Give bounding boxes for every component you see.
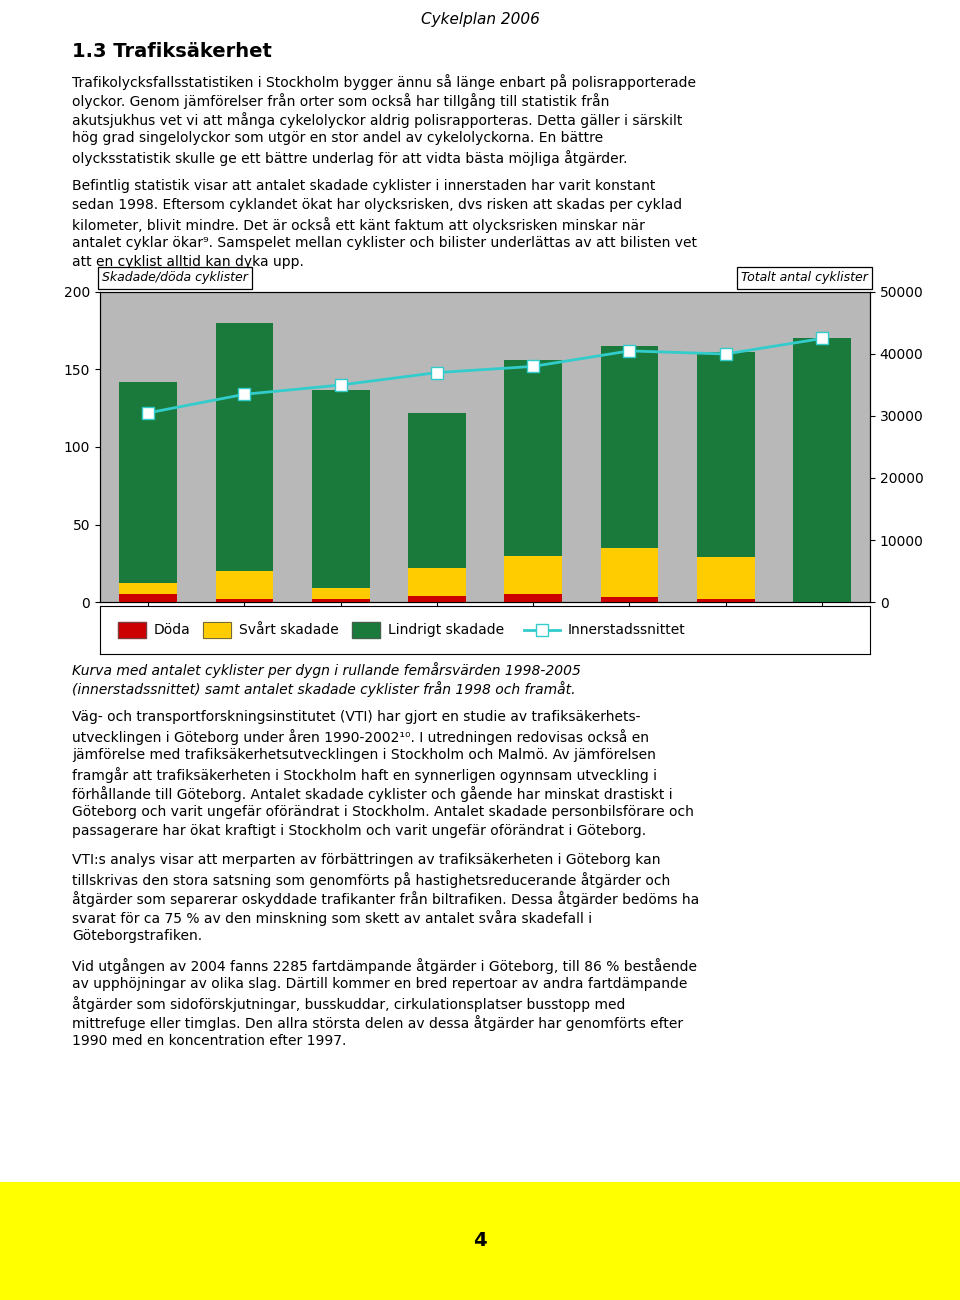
Text: att en cyklist alltid kan dyka upp.: att en cyklist alltid kan dyka upp. xyxy=(72,255,304,269)
Text: Väg- och transportforskningsinstitutet (VTI) har gjort en studie av trafiksäkerh: Väg- och transportforskningsinstitutet (… xyxy=(72,710,640,724)
Text: hög grad singelolyckor som utgör en stor andel av cykelolyckorna. En bättre: hög grad singelolyckor som utgör en stor… xyxy=(72,131,603,146)
Text: olyckor. Genom jämförelser från orter som också har tillgång till statistik från: olyckor. Genom jämförelser från orter so… xyxy=(72,94,610,109)
Bar xyxy=(119,382,177,584)
Text: utvecklingen i Göteborg under åren 1990-2002¹⁰. I utredningen redovisas också en: utvecklingen i Göteborg under åren 1990-… xyxy=(72,729,649,745)
Bar xyxy=(312,599,370,602)
Text: Skadade/döda cyklister: Skadade/döda cyklister xyxy=(102,272,248,285)
Bar xyxy=(119,594,177,602)
Bar xyxy=(601,598,659,602)
Text: Befintlig statistik visar att antalet skadade cyklister i innerstaden har varit : Befintlig statistik visar att antalet sk… xyxy=(72,179,656,192)
Bar xyxy=(504,360,562,555)
Bar xyxy=(0,1182,960,1300)
Text: Cykelplan 2006: Cykelplan 2006 xyxy=(420,12,540,27)
Bar xyxy=(312,390,370,588)
Bar xyxy=(601,346,659,547)
Text: 4: 4 xyxy=(473,1231,487,1251)
Text: åtgärder som sidoförskjutningar, busskuddar, cirkulationsplatser busstopp med: åtgärder som sidoförskjutningar, busskud… xyxy=(72,996,625,1011)
Bar xyxy=(118,621,146,638)
Text: passagerare har ökat kraftigt i Stockholm och varit ungefär oförändrat i Götebor: passagerare har ökat kraftigt i Stockhol… xyxy=(72,824,646,839)
Bar xyxy=(408,595,466,602)
Text: sedan 1998. Eftersom cyklandet ökat har olycksrisken, dvs risken att skadas per : sedan 1998. Eftersom cyklandet ökat har … xyxy=(72,198,683,212)
Bar xyxy=(215,571,274,599)
Text: Vid utgången av 2004 fanns 2285 fartdämpande åtgärder i Göteborg, till 86 % best: Vid utgången av 2004 fanns 2285 fartdämp… xyxy=(72,958,697,974)
Bar xyxy=(408,413,466,568)
Bar xyxy=(119,584,177,594)
Text: Svårt skadade: Svårt skadade xyxy=(239,623,339,637)
Text: Göteborg och varit ungefär oförändrat i Stockholm. Antalet skadade personbilsför: Göteborg och varit ungefär oförändrat i … xyxy=(72,805,694,819)
Text: mittrefuge eller timglas. Den allra största delen av dessa åtgärder har genomför: mittrefuge eller timglas. Den allra stör… xyxy=(72,1015,684,1031)
Bar xyxy=(601,547,659,598)
Text: 1990 med en koncentration efter 1997.: 1990 med en koncentration efter 1997. xyxy=(72,1034,347,1048)
Text: (innerstadssnittet) samt antalet skadade cyklister från 1998 och framåt.: (innerstadssnittet) samt antalet skadade… xyxy=(72,681,575,697)
Bar xyxy=(203,621,230,638)
Bar xyxy=(312,588,370,599)
Bar xyxy=(118,621,146,638)
Bar xyxy=(408,568,466,595)
Bar xyxy=(215,599,274,602)
Text: Göteborgstrafiken.: Göteborgstrafiken. xyxy=(72,930,203,942)
Text: åtgärder som separerar oskyddade trafikanter från biltrafiken. Dessa åtgärder be: åtgärder som separerar oskyddade trafika… xyxy=(72,891,699,907)
Text: VTI:s analys visar att merparten av förbättringen av trafiksäkerheten i Göteborg: VTI:s analys visar att merparten av förb… xyxy=(72,853,660,867)
Text: antalet cyklar ökar⁹. Samspelet mellan cyklister och bilister underlättas av att: antalet cyklar ökar⁹. Samspelet mellan c… xyxy=(72,237,697,250)
Bar xyxy=(352,621,380,638)
Text: Trafikolycksfallsstatistiken i Stockholm bygger ännu så länge enbart på polisrap: Trafikolycksfallsstatistiken i Stockholm… xyxy=(72,74,696,90)
Bar xyxy=(203,621,230,638)
Text: svarat för ca 75 % av den minskning som skett av antalet svåra skadefall i: svarat för ca 75 % av den minskning som … xyxy=(72,910,592,926)
Text: Döda: Döda xyxy=(154,623,191,637)
Bar xyxy=(504,594,562,602)
Bar xyxy=(697,352,755,556)
Text: Innerstadssnittet: Innerstadssnittet xyxy=(567,623,685,637)
Text: förhållande till Göteborg. Antalet skadade cyklister och gående har minskat dras: förhållande till Göteborg. Antalet skada… xyxy=(72,786,673,802)
Text: akutsjukhus vet vi att många cykelolyckor aldrig polisrapporteras. Detta gäller : akutsjukhus vet vi att många cykelolycko… xyxy=(72,112,683,127)
Text: 1.3 Trafiksäkerhet: 1.3 Trafiksäkerhet xyxy=(72,42,272,61)
Text: Totalt antal cyklister: Totalt antal cyklister xyxy=(741,272,868,285)
Bar xyxy=(697,599,755,602)
Bar xyxy=(697,556,755,599)
Text: Lindrigt skadade: Lindrigt skadade xyxy=(389,623,505,637)
Text: kilometer, blivit mindre. Det är också ett känt faktum att olycksrisken minskar : kilometer, blivit mindre. Det är också e… xyxy=(72,217,645,233)
Text: olycksstatistik skulle ge ett bättre underlag för att vidta bästa möjliga åtgärd: olycksstatistik skulle ge ett bättre und… xyxy=(72,150,628,166)
Text: tillskrivas den stora satsning som genomförts på hastighetsreducerande åtgärder : tillskrivas den stora satsning som genom… xyxy=(72,872,670,888)
Bar xyxy=(352,621,380,638)
Text: jämförelse med trafiksäkerhetsutvecklingen i Stockholm och Malmö. Av jämförelsen: jämförelse med trafiksäkerhetsutveckling… xyxy=(72,747,656,762)
Bar xyxy=(215,322,274,571)
Bar xyxy=(504,555,562,594)
Text: av upphöjningar av olika slag. Därtill kommer en bred repertoar av andra fartdäm: av upphöjningar av olika slag. Därtill k… xyxy=(72,978,687,991)
Text: framgår att trafiksäkerheten i Stockholm haft en synnerligen ogynnsam utveckling: framgår att trafiksäkerheten i Stockholm… xyxy=(72,767,657,783)
Bar xyxy=(793,338,851,602)
Text: Kurva med antalet cyklister per dygn i rullande femårsvärden 1998-2005: Kurva med antalet cyklister per dygn i r… xyxy=(72,662,581,679)
